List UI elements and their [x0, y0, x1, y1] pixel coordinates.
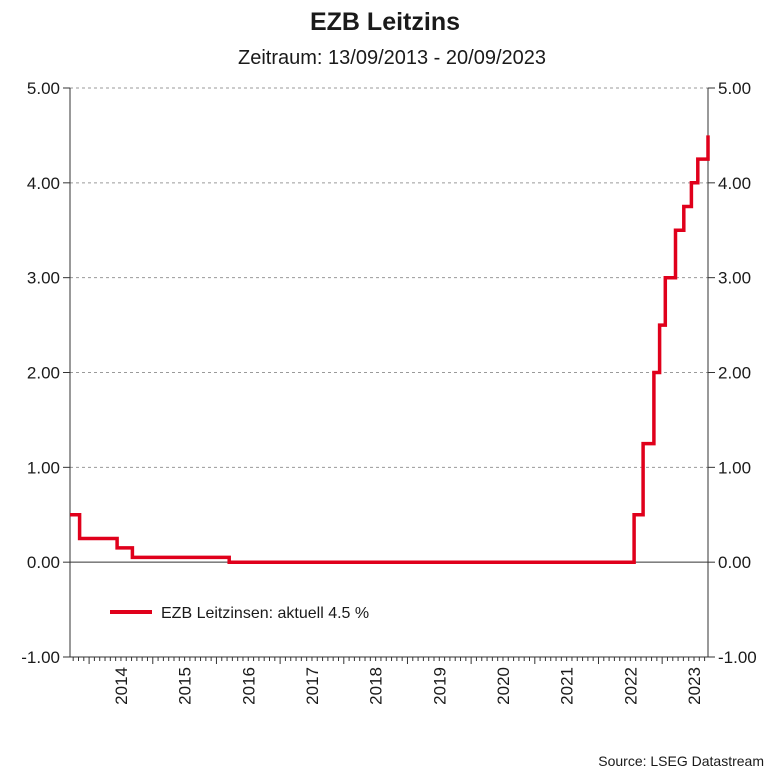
xtick-label-2018: 2018 — [367, 667, 386, 705]
xtick-label-2019: 2019 — [430, 667, 449, 705]
xtick-label-2022: 2022 — [621, 667, 640, 705]
axes — [63, 87, 715, 664]
xtick-label-2014: 2014 — [112, 667, 131, 705]
xtick-label-2023: 2023 — [685, 667, 704, 705]
chart-subtitle: Zeitraum: 13/09/2013 - 20/09/2023 — [238, 47, 546, 69]
xtick-label-2020: 2020 — [494, 667, 513, 705]
xtick-label-2021: 2021 — [558, 667, 577, 705]
ytick-label-left-3: 2.00 — [27, 364, 60, 383]
legend: EZB Leitzinsen: aktuell 4.5 % — [110, 605, 369, 622]
ytick-label-left-2: 3.00 — [27, 269, 60, 288]
ytick-label-left-6: -1.00 — [21, 648, 60, 667]
ytick-label-right-1: 4.00 — [718, 174, 751, 193]
ytick-label-right-2: 3.00 — [718, 269, 751, 288]
gridlines — [70, 87, 708, 563]
ytick-label-right-0: 5.00 — [718, 79, 751, 98]
xtick-label-2016: 2016 — [239, 667, 258, 705]
source-note: Source: LSEG Datastream — [598, 753, 764, 769]
legend-label: EZB Leitzinsen: aktuell 4.5 % — [161, 605, 369, 622]
series-line-0 — [70, 135, 710, 564]
series-layer — [69, 135, 710, 564]
chart-title: EZB Leitzins — [310, 8, 460, 36]
x-tick-labels: 2014 2015 2016 2017 2018 2019 2020 2021 2022 2023 — [112, 667, 704, 705]
ytick-label-right-6: -1.00 — [718, 648, 757, 667]
ytick-label-right-3: 2.00 — [718, 364, 751, 383]
ytick-label-right-4: 1.00 — [718, 458, 751, 477]
ytick-label-left-4: 1.00 — [27, 458, 60, 477]
xtick-label-2015: 2015 — [176, 667, 195, 705]
ytick-label-right-5: 0.00 — [718, 553, 751, 572]
xtick-label-2017: 2017 — [303, 667, 322, 705]
ytick-label-left-0: 5.00 — [27, 79, 60, 98]
ytick-label-left-5: 0.00 — [27, 553, 60, 572]
y-tick-labels: 5.00 5.00 4.00 4.00 3.00 3.00 2.00 2.00 1.00 1.00… — [21, 79, 757, 667]
ytick-label-left-1: 4.00 — [27, 174, 60, 193]
